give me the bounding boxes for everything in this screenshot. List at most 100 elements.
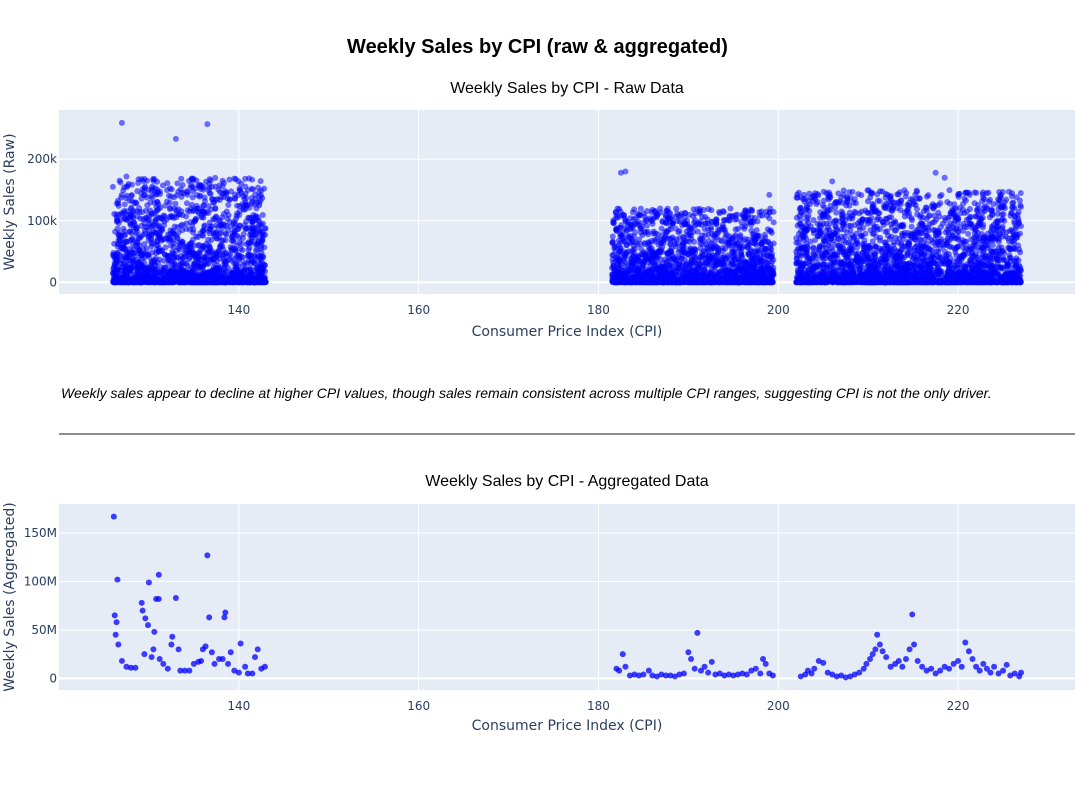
raw-data-point[interactable] [187,205,194,212]
raw-data-point[interactable] [680,220,687,227]
raw-data-point[interactable] [764,253,771,260]
raw-data-point[interactable] [171,273,178,280]
raw-data-point[interactable] [657,248,664,255]
raw-data-point[interactable] [612,247,619,254]
raw-data-point[interactable] [704,254,711,261]
raw-data-point[interactable] [233,242,240,249]
raw-data-point[interactable] [697,261,704,268]
raw-data-point[interactable] [672,257,679,264]
raw-data-point[interactable] [121,228,128,235]
raw-data-point[interactable] [139,209,146,216]
raw-data-point[interactable] [121,184,128,191]
raw-data-point[interactable] [201,223,208,230]
raw-data-point[interactable] [209,196,216,203]
raw-data-point[interactable] [623,227,630,234]
raw-data-point[interactable] [658,225,665,232]
raw-data-point[interactable] [234,202,241,209]
raw-data-point[interactable] [706,261,713,268]
raw-data-point[interactable] [610,219,617,226]
raw-data-point[interactable] [152,219,159,226]
raw-data-point[interactable] [701,225,708,232]
raw-data-point[interactable] [204,249,211,256]
raw-data-point[interactable] [614,214,621,221]
raw-data-point[interactable] [669,220,676,227]
raw-data-point[interactable] [194,256,201,263]
raw-data-point[interactable] [127,220,134,227]
raw-data-point[interactable] [219,243,226,250]
raw-data-point[interactable] [199,208,206,215]
raw-data-point[interactable] [633,257,640,264]
raw-data-point[interactable] [184,272,191,279]
raw-data-point[interactable] [113,278,120,285]
raw-data-point[interactable] [154,207,161,214]
raw-data-point[interactable] [219,183,226,190]
raw-data-point[interactable] [661,276,668,283]
raw-data-point[interactable] [765,258,772,265]
raw-data-point[interactable] [248,271,255,278]
raw-data-point[interactable] [618,222,625,229]
raw-data-point[interactable] [632,239,639,246]
raw-data-point[interactable] [178,270,185,277]
raw-data-point[interactable] [117,216,124,223]
raw-data-point[interactable] [668,235,675,242]
raw-data-point[interactable] [676,261,683,268]
raw-data-point[interactable] [716,210,723,217]
raw-data-point[interactable] [194,191,201,198]
raw-data-point[interactable] [118,194,125,201]
raw-data-point[interactable] [713,253,720,260]
raw-data-point[interactable] [250,228,257,235]
raw-data-point[interactable] [746,250,753,257]
raw-data-point[interactable] [224,215,231,222]
raw-data-point[interactable] [223,268,230,275]
raw-data-point[interactable] [216,230,223,237]
raw-data-point[interactable] [251,252,258,259]
raw-data-point[interactable] [222,230,229,237]
raw-data-point[interactable] [629,209,636,216]
raw-data-point[interactable] [715,226,722,233]
raw-data-point[interactable] [190,175,197,182]
raw-data-point[interactable] [171,254,178,261]
raw-data-point[interactable] [143,245,150,252]
raw-data-point[interactable] [217,277,224,284]
raw-data-point[interactable] [175,188,182,195]
raw-data-point[interactable] [119,263,126,270]
raw-data-point[interactable] [622,279,629,286]
raw-data-point[interactable] [128,192,135,199]
raw-data-point[interactable] [250,279,257,286]
raw-data-point[interactable] [259,195,266,202]
raw-data-point[interactable] [723,267,730,274]
raw-data-point[interactable] [256,189,263,196]
raw-data-point[interactable] [731,240,738,247]
raw-data-point[interactable] [754,273,761,280]
raw-data-point[interactable] [723,255,730,262]
raw-data-point[interactable] [200,243,207,250]
raw-data-point[interactable] [148,243,155,250]
raw-data-point[interactable] [141,241,148,248]
raw-data-point[interactable] [256,269,263,276]
raw-data-point[interactable] [627,279,634,286]
raw-data-point[interactable] [262,225,269,232]
raw-data-point[interactable] [132,199,139,206]
raw-data-point[interactable] [136,242,143,249]
raw-data-point[interactable] [256,277,263,284]
raw-data-point[interactable] [129,212,136,219]
raw-data-point[interactable] [721,227,728,234]
raw-data-point[interactable] [129,279,136,286]
raw-data-point[interactable] [681,210,688,217]
raw-data-point[interactable] [680,239,687,246]
raw-data-point[interactable] [686,264,693,271]
raw-data-point[interactable] [707,271,714,278]
raw-data-point[interactable] [232,195,239,202]
raw-data-point[interactable] [157,279,164,286]
raw-data-point[interactable] [612,209,619,216]
raw-data-point[interactable] [121,201,128,208]
raw-data-point[interactable] [206,190,213,197]
raw-data-point[interactable] [146,231,153,238]
raw-data-point[interactable] [233,264,240,271]
raw-data-point[interactable] [253,241,260,248]
raw-data-point[interactable] [181,243,188,250]
raw-data-point[interactable] [205,276,212,283]
raw-data-point[interactable] [652,256,659,263]
raw-data-point[interactable] [237,278,244,285]
raw-data-point[interactable] [733,216,740,223]
